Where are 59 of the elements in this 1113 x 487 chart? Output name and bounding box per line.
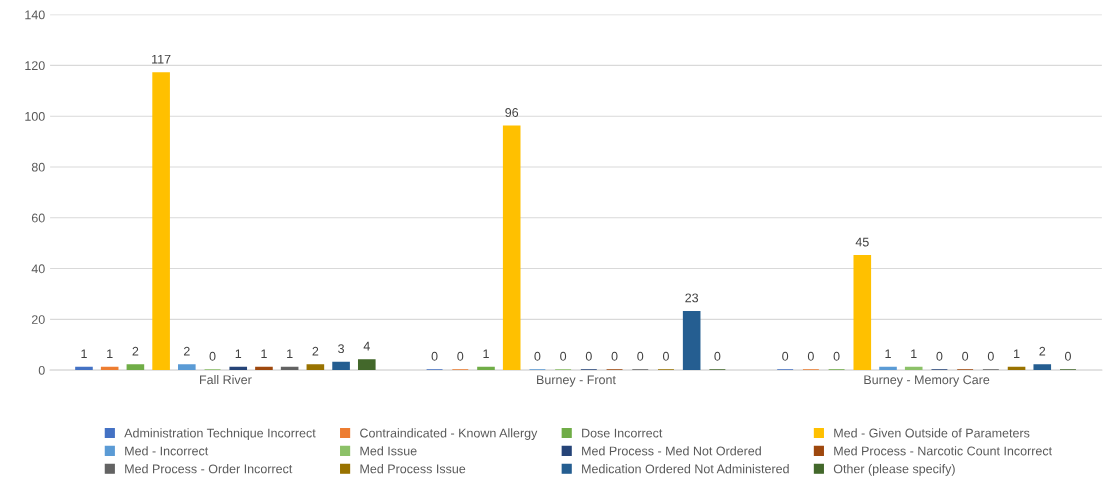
data-label: 2 [312,346,319,356]
data-label: 2 [132,346,139,356]
y-tick-label: 120 [25,61,45,71]
y-tick-label: 100 [25,111,45,121]
x-tick-label: Fall River [200,374,252,385]
data-label: 96 [505,108,519,117]
data-label: 0 [534,351,541,361]
x-tick-label: Burney - Front [537,375,616,387]
data-label: 2 [183,346,190,356]
data-label: 0 [987,351,994,361]
legend-label: Med Process Issue [360,464,466,474]
data-label: 0 [431,351,438,361]
data-label: 0 [209,351,216,361]
data-label: 0 [1064,351,1071,361]
data-label: 1 [107,349,113,359]
data-label: 1 [287,349,293,359]
data-label: 0 [962,351,969,361]
data-label: 0 [637,351,644,361]
data-label: 1 [483,349,489,359]
y-tick-label: 60 [31,213,45,223]
data-label: 3 [338,344,345,354]
data-label: 1 [911,349,917,359]
data-label: 0 [833,351,840,361]
data-label: 0 [782,351,789,361]
data-label: 0 [585,351,592,361]
data-label: 0 [807,351,814,361]
data-label: 23 [685,293,699,303]
legend-label: Other (please specify) [833,464,955,476]
data-label: 1 [261,349,267,359]
legend-label: Med Process - Order Incorrect [125,464,293,474]
legend-label: Med - Incorrect [125,446,209,456]
legend-label: Medication Ordered Not Administered [582,464,789,474]
data-label: 1 [1014,349,1020,359]
data-label: 0 [457,351,464,361]
data-label: 117 [152,54,171,64]
legend-label: Med Process - Med Not Ordered [582,446,761,456]
legend-label: Dose Incorrect [582,428,663,438]
data-label: 0 [714,351,721,361]
data-label: 4 [363,341,370,351]
data-label: 0 [611,351,618,361]
data-label: 0 [560,351,567,361]
data-label: 0 [936,351,943,361]
data-label: 0 [662,351,669,361]
data-label: 1 [81,349,87,359]
legend-label: Med Issue [360,446,417,456]
y-tick-label: 40 [31,264,45,274]
legend-label: Contraindicated - Known Allergy [360,428,538,440]
y-tick-label: 140 [25,10,45,20]
data-label: 1 [885,349,891,359]
x-tick-label: Burney - Memory Care [864,375,990,387]
y-tick-label: 80 [31,162,45,172]
legend-label: Med Process - Narcotic Count Incorrect [834,446,1052,456]
legend-label: Administration Technique Incorrect [124,428,316,440]
legend-label: Med - Given Outside of Parameters [834,428,1030,438]
data-label: 1 [235,349,242,359]
y-tick-label: 0 [38,365,45,375]
data-label: 45 [855,237,869,247]
data-label: 2 [1039,346,1046,356]
y-tick-label: 20 [31,315,45,324]
